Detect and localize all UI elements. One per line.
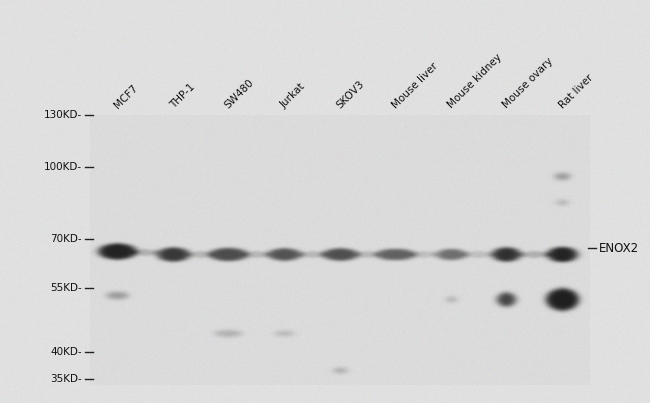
Text: 55KD-: 55KD- [50, 283, 82, 293]
Text: Mouse kidney: Mouse kidney [446, 52, 504, 110]
Text: 100KD-: 100KD- [44, 162, 82, 172]
Text: 70KD-: 70KD- [51, 234, 82, 244]
Text: THP-1: THP-1 [168, 81, 196, 110]
Text: MCF7: MCF7 [112, 83, 139, 110]
Text: Mouse ovary: Mouse ovary [501, 56, 555, 110]
Text: Rat liver: Rat liver [557, 72, 595, 110]
Text: SKOV3: SKOV3 [335, 79, 367, 110]
Text: ENOX2: ENOX2 [599, 241, 639, 255]
Text: SW480: SW480 [223, 77, 256, 110]
Text: 40KD-: 40KD- [51, 347, 82, 357]
Text: 130KD-: 130KD- [44, 110, 82, 120]
Text: 35KD-: 35KD- [50, 374, 82, 384]
Text: Jurkat: Jurkat [279, 81, 307, 110]
Text: Mouse liver: Mouse liver [390, 60, 439, 110]
